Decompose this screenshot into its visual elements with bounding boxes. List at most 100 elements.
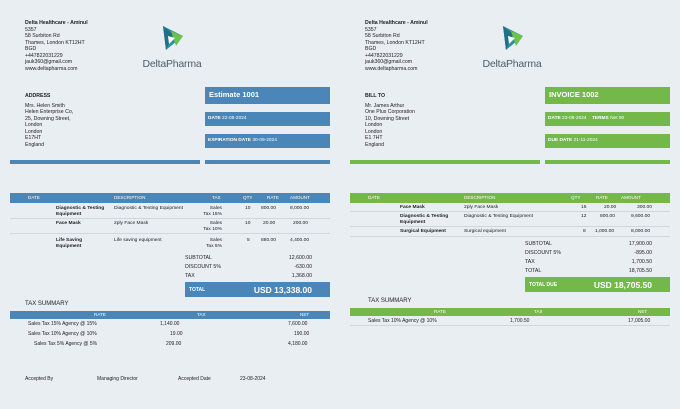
address-line: Helen Enterprise Co, bbox=[25, 109, 74, 115]
item-rate: 880.00 bbox=[261, 238, 276, 243]
due-date-label: DUE DATE bbox=[548, 138, 573, 143]
address-line: E17HT bbox=[25, 135, 42, 141]
expiration-date-box: EXPIRATION DATE 30-09-2024 bbox=[205, 134, 330, 148]
item-name: Surgical Equipment bbox=[400, 229, 446, 234]
invoice-info-boxes: INVOICE 1002 DATE 23-08-2024 TERMS Net 9… bbox=[545, 87, 670, 148]
item-amount: 9,600.00 bbox=[631, 214, 651, 219]
company-line: +447822031229 bbox=[25, 52, 63, 59]
item-description: 2ply Face Mask bbox=[114, 221, 149, 226]
item-qty: 12 bbox=[581, 214, 587, 219]
totals-block: SUBTOTAL 17,900.00 DISCOUNT 5% -895.00 T… bbox=[525, 240, 670, 292]
company-line: 58 Surbiton Rd bbox=[365, 33, 400, 39]
invoice-date-box: DATE 23-08-2024 TERMS Net 90 bbox=[545, 112, 670, 126]
bill-to-block: BILL TO Mr. James Arthur One Plus Corpor… bbox=[365, 93, 475, 148]
address-line: 25, Downing Street, bbox=[25, 115, 71, 122]
bill-to-title: BILL TO bbox=[365, 93, 385, 99]
company-line: +447822031229 bbox=[365, 52, 403, 59]
delta-pharma-logo: DeltaPharma bbox=[142, 22, 202, 71]
tax-row: TAX 1,700.50 bbox=[525, 259, 652, 265]
company-line: www.deltapharma.com bbox=[25, 65, 78, 72]
col-date: DATE bbox=[368, 195, 380, 200]
total-box: TOTAL USD 13,338.00 bbox=[185, 282, 330, 297]
col-qty: QTY bbox=[571, 195, 581, 200]
date-value: 22-08-2024 bbox=[222, 116, 247, 121]
address-line: London bbox=[25, 128, 43, 135]
item-name: Diagnostic & Testing Equipment bbox=[56, 206, 105, 218]
due-date-box: DUE DATE 21-11-2024 bbox=[545, 134, 670, 148]
company-name: Delta Healthcare - Aminul bbox=[365, 20, 428, 26]
total-label: TOTAL bbox=[189, 287, 206, 293]
col-date: DATE bbox=[28, 195, 40, 200]
item-amount: 4,400.00 bbox=[290, 238, 310, 243]
accepted-date-label: Accepted Date bbox=[178, 376, 211, 382]
company-line: 5357 bbox=[25, 26, 37, 33]
divider-bar bbox=[10, 160, 200, 164]
address-line: Mr. James Arthur bbox=[365, 102, 405, 109]
address-line: One Plus Corporation bbox=[365, 109, 415, 115]
date-label: DATE bbox=[208, 116, 221, 121]
company-line: Thames, London KT12HT bbox=[365, 39, 425, 46]
company-name: Delta Healthcare - Aminul bbox=[25, 20, 88, 26]
item-description: Diagnostic & Testing Equipment bbox=[114, 206, 183, 211]
item-rate: 1,000.00 bbox=[595, 229, 615, 234]
subtotal-row: SUBTOTAL 17,900.00 bbox=[525, 241, 652, 247]
item-qty: 15 bbox=[581, 205, 587, 210]
delta-pharma-logo: DeltaPharma bbox=[482, 22, 542, 71]
company-info: Delta Healthcare - Aminul 5357 58 Surbit… bbox=[25, 20, 120, 72]
estimate-date-box: DATE 22-08-2024 bbox=[205, 112, 330, 126]
company-line: 58 Surbiton Rd bbox=[25, 33, 60, 39]
date-value: 23-08-2024 bbox=[562, 116, 587, 121]
address-line: London bbox=[365, 128, 383, 135]
expiration-label: EXPIRATION DATE bbox=[208, 138, 251, 143]
address-line: London bbox=[25, 122, 43, 128]
tax-summary-row: Sales Tax 10% Agency @ 10% 1,700.50 17,0… bbox=[350, 316, 670, 326]
tax-summary-row: Sales Tax 10% Agency @ 10% 19.00 190.00 bbox=[28, 331, 310, 337]
company-line: BGD bbox=[365, 46, 377, 52]
item-tax: Sales Tax 15% bbox=[203, 206, 222, 218]
due-date-value: 21-11-2024 bbox=[573, 138, 598, 143]
accepted-date-value: 23-08-2024 bbox=[240, 376, 266, 382]
accepted-by-label: Accepted By bbox=[25, 376, 54, 382]
table-row: Face Mask 2ply Face Mask Sales Tax 10% 10… bbox=[10, 219, 330, 234]
company-info: Delta Healthcare - Aminul 5357 58 Surbit… bbox=[365, 20, 460, 72]
tax-summary-title: TAX SUMMARY bbox=[25, 301, 69, 307]
total-value: USD 13,338.00 bbox=[253, 285, 312, 295]
table-row: Face Mask 2ply Face Mask 15 20.00 300.00 bbox=[350, 203, 670, 212]
total-row: TOTAL 18,705.50 bbox=[525, 268, 652, 274]
col-amount: AMOUNT bbox=[290, 195, 310, 200]
tax-summary-header: RATE TAX NET bbox=[350, 308, 670, 316]
address-line: London bbox=[365, 122, 383, 128]
col-amount: AMOUNT bbox=[621, 195, 641, 200]
item-rate: 800.00 bbox=[261, 206, 276, 211]
item-name: Face Mask bbox=[56, 221, 81, 226]
address-block: ADDRESS Mrs. Helen Smith Helen Enterpris… bbox=[25, 93, 135, 148]
item-qty: 5 bbox=[247, 238, 250, 243]
totals-block: SUBTOTAL 12,600.00 DISCOUNT 5% -630.00 T… bbox=[185, 254, 330, 297]
col-description: DESCRIPTION bbox=[114, 195, 146, 200]
item-qty: 10 bbox=[245, 206, 251, 211]
brand-name: DeltaPharma bbox=[482, 57, 542, 70]
item-amount: 300.00 bbox=[637, 205, 652, 210]
col-rate: RATE bbox=[596, 195, 608, 200]
subtotal-row: SUBTOTAL 12,600.00 bbox=[185, 255, 312, 261]
tax-summary-row: Sales Tax 5% Agency @ 5% 209.00 4,180.00 bbox=[34, 341, 308, 347]
address-line: 10, Downing Street bbox=[365, 115, 410, 122]
item-name: Diagnostic & Testing Equipment bbox=[400, 214, 449, 226]
tax-summary-table: RATE TAX NET Sales Tax 10% Agency @ 10% … bbox=[350, 308, 670, 326]
expiration-value: 30-09-2024 bbox=[252, 138, 277, 143]
company-line: Thames, London KT12HT bbox=[25, 39, 85, 46]
item-description: Surgical equipment bbox=[464, 229, 506, 234]
table-header: DATE DESCRIPTION TAX QTY RATE AMOUNT bbox=[10, 193, 330, 203]
total-due-box: TOTAL DUE USD 18,705.50 bbox=[525, 277, 670, 292]
table-header: DATE DESCRIPTION QTY RATE AMOUNT bbox=[350, 193, 670, 203]
total-due-label: TOTAL DUE bbox=[529, 282, 558, 288]
item-tax: Sales Tax 5% bbox=[205, 238, 222, 250]
divider-bar bbox=[205, 160, 330, 164]
company-line: www.deltapharma.com bbox=[365, 65, 418, 72]
item-rate: 800.00 bbox=[600, 214, 615, 219]
invoice-title: INVOICE 1002 bbox=[545, 87, 670, 104]
address-line: England bbox=[25, 141, 45, 148]
terms-value: Net 90 bbox=[610, 116, 625, 121]
company-line: 5357 bbox=[365, 26, 377, 33]
tax-summary-header: RATE TAX NET bbox=[10, 311, 330, 319]
